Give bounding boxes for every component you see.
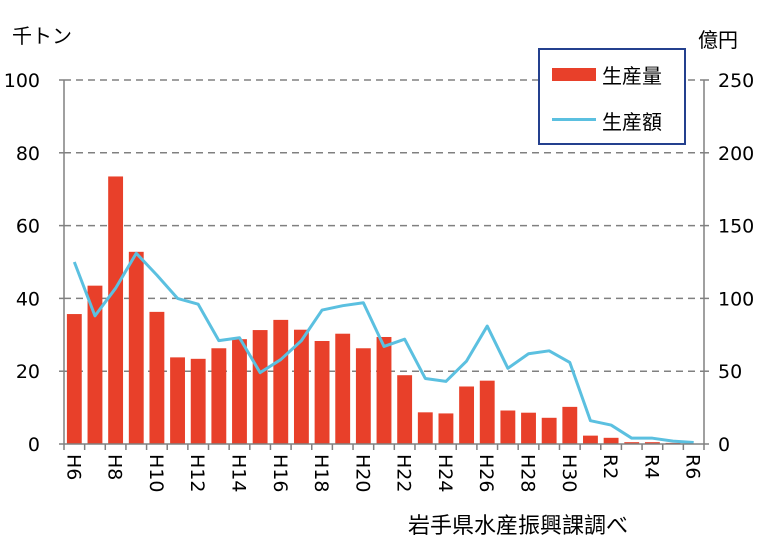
bar-H30 bbox=[562, 406, 578, 444]
x-tick-label-R2: R2 bbox=[599, 454, 621, 479]
bar-H27 bbox=[500, 410, 516, 444]
bar-H20 bbox=[355, 348, 371, 444]
x-tick-label-H30: H30 bbox=[558, 454, 580, 492]
bar-H24 bbox=[438, 413, 454, 444]
x-tick-label-H14: H14 bbox=[227, 454, 249, 492]
bar-H29 bbox=[541, 417, 557, 444]
bar-H17 bbox=[293, 329, 309, 444]
bar-R1 bbox=[583, 435, 598, 444]
bar-H11 bbox=[170, 357, 185, 444]
left-tick-label-5: 100 bbox=[4, 70, 40, 92]
bar-H6 bbox=[66, 314, 82, 444]
x-tick-label-H22: H22 bbox=[393, 454, 415, 492]
bar-series bbox=[66, 176, 702, 444]
left-tick-label-3: 60 bbox=[16, 216, 40, 238]
x-tick-label-H12: H12 bbox=[186, 454, 208, 492]
x-tick-label-H18: H18 bbox=[310, 454, 332, 492]
right-tick-label-4: 200 bbox=[718, 143, 754, 165]
x-tick-label-H24: H24 bbox=[434, 454, 456, 492]
right-axis-unit: 億円 bbox=[698, 28, 738, 52]
bar-H18 bbox=[314, 340, 330, 444]
legend-label-volume: 生産量 bbox=[602, 64, 662, 88]
bar-H23 bbox=[417, 412, 433, 444]
value-line bbox=[72, 251, 694, 445]
bar-H10 bbox=[149, 311, 165, 444]
x-axis-ticks: H6 H8 H10 H12 H14 H16 H18 H20 H22 H24 H26 H28 H30 R2 R… bbox=[62, 444, 705, 492]
right-tick-label-0: 0 bbox=[718, 434, 730, 456]
x-tick-label-H20: H20 bbox=[351, 454, 373, 492]
bar-H26 bbox=[479, 380, 495, 444]
axes bbox=[63, 80, 705, 445]
bar-H7 bbox=[87, 285, 103, 444]
bar-H8 bbox=[108, 176, 124, 444]
legend-bar-swatch bbox=[552, 68, 596, 81]
right-axis-ticks: 0 50 100 150 200 250 bbox=[704, 70, 754, 456]
bar-H15 bbox=[252, 330, 268, 444]
left-tick-label-2: 40 bbox=[16, 288, 40, 310]
x-tick-label-H10: H10 bbox=[145, 454, 167, 492]
bar-R4 bbox=[644, 442, 660, 444]
bar-R2 bbox=[603, 437, 619, 444]
x-tick-label-R4: R4 bbox=[640, 454, 662, 479]
bar-H19 bbox=[335, 333, 351, 444]
bar-H21 bbox=[376, 336, 392, 444]
bar-R3 bbox=[624, 442, 640, 444]
right-tick-label-2: 100 bbox=[718, 288, 754, 310]
bar-H12 bbox=[190, 358, 206, 444]
line-series bbox=[72, 251, 694, 445]
right-tick-label-5: 250 bbox=[718, 70, 754, 92]
bar-H25 bbox=[459, 386, 475, 444]
right-tick-label-3: 150 bbox=[718, 216, 754, 238]
legend: 生産量 生産額 bbox=[538, 48, 686, 145]
x-tick-label-H6: H6 bbox=[62, 454, 84, 480]
source-note: 岩手県水産振興課調べ bbox=[408, 514, 629, 539]
left-axis-unit: 千トン bbox=[12, 24, 72, 48]
bar-H16 bbox=[273, 319, 289, 444]
left-tick-label-4: 80 bbox=[16, 143, 40, 165]
x-tick-label-H8: H8 bbox=[104, 454, 126, 480]
left-axis-ticks: 0 20 40 60 80 100 bbox=[4, 70, 64, 456]
bar-H22 bbox=[397, 375, 413, 444]
bar-H14 bbox=[232, 339, 247, 444]
left-tick-label-0: 0 bbox=[28, 434, 40, 456]
legend-entry-production-value: 生産額 bbox=[540, 104, 684, 134]
legend-label-value: 生産額 bbox=[602, 110, 662, 134]
x-tick-label-H16: H16 bbox=[269, 454, 291, 492]
bar-H9 bbox=[128, 251, 144, 444]
bar-H28 bbox=[521, 412, 536, 444]
legend-line-swatch bbox=[552, 118, 596, 121]
x-tick-label-R6: R6 bbox=[682, 454, 704, 479]
x-tick-label-H28: H28 bbox=[517, 454, 539, 492]
legend-entry-production-volume: 生産量 bbox=[540, 58, 684, 88]
left-tick-label-1: 20 bbox=[16, 361, 40, 383]
x-tick-label-H26: H26 bbox=[475, 454, 497, 492]
bar-H13 bbox=[211, 348, 227, 444]
right-tick-label-1: 50 bbox=[718, 361, 742, 383]
